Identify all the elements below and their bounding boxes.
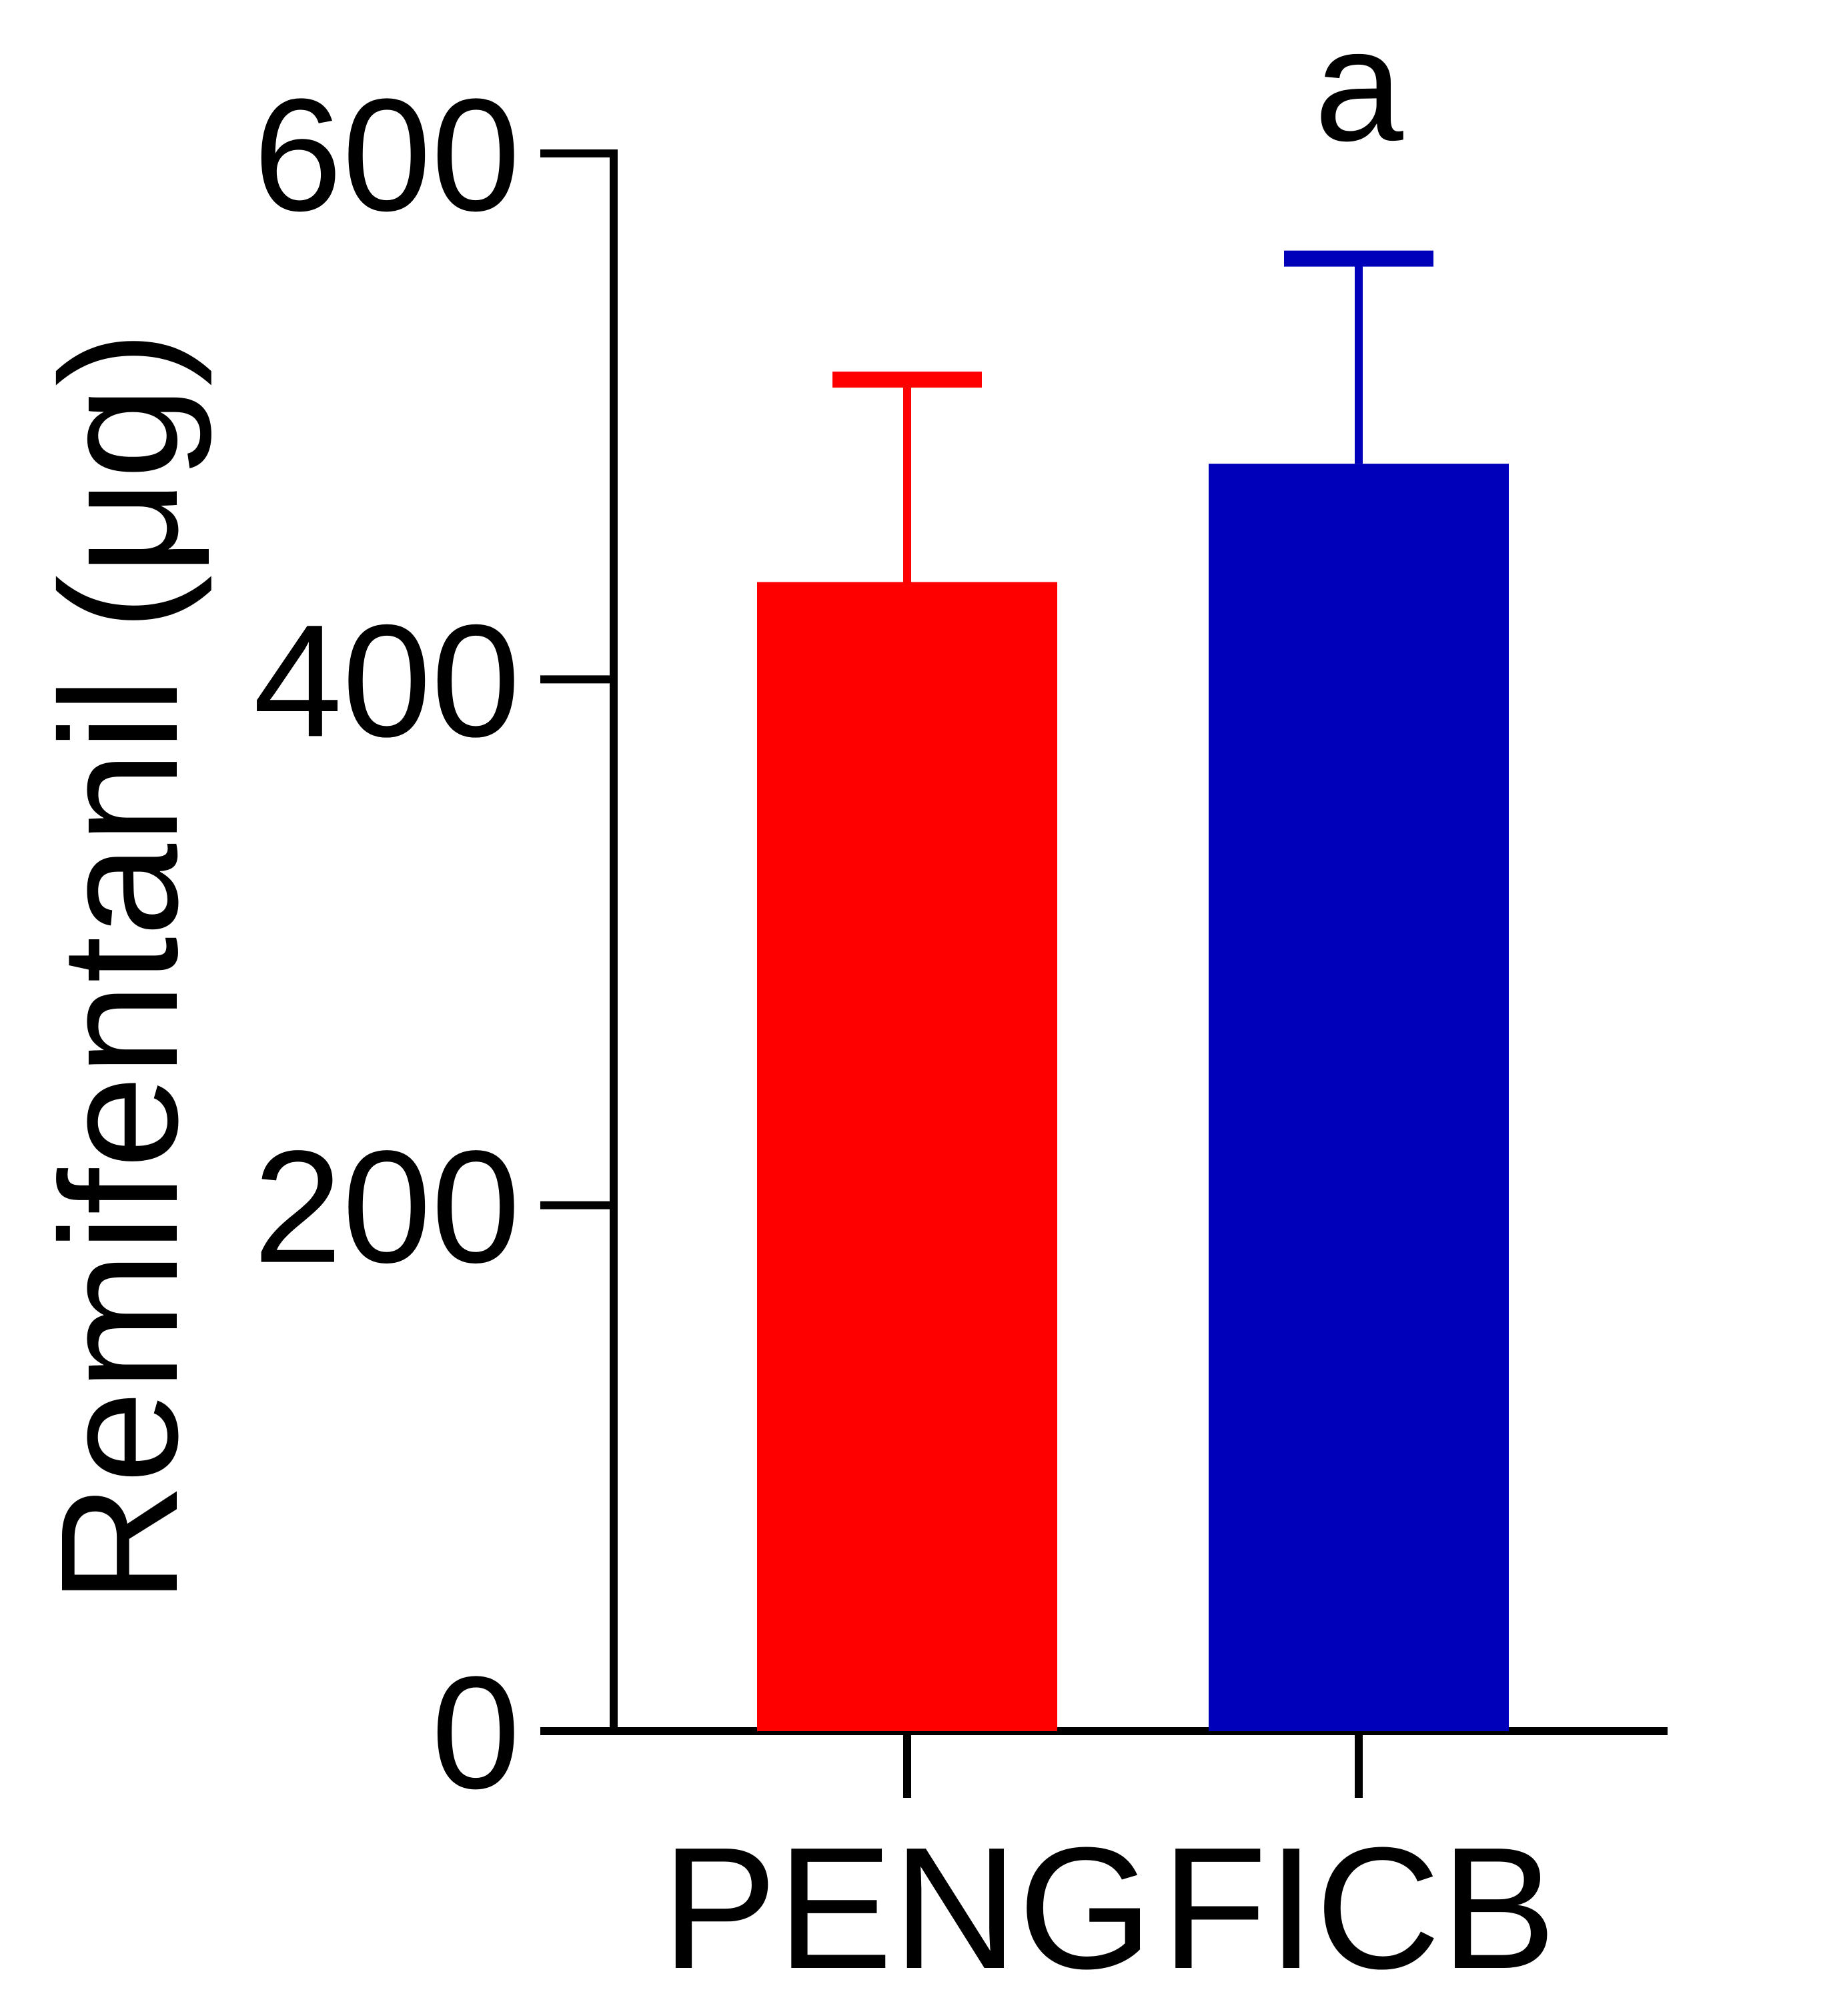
- bar-ficb: [1209, 464, 1509, 1731]
- y-tick-label: 0: [432, 1643, 520, 1822]
- y-axis-title: Remifentanil (μg): [26, 331, 212, 1604]
- y-tick-label: 400: [253, 591, 520, 770]
- x-tick-label-peng: PENG: [662, 1812, 1153, 2005]
- significance-annotation: a: [1314, 0, 1403, 174]
- bar-peng: [757, 582, 1057, 1731]
- bars: [757, 250, 1509, 1731]
- x-axis: PENG FICB: [540, 1727, 1668, 2005]
- annotations: a: [1314, 0, 1403, 174]
- y-axis: 0 200 400 600: [253, 65, 618, 1822]
- x-tick-label-ficb: FICB: [1161, 1812, 1556, 2005]
- y-tick-label: 200: [253, 1117, 520, 1296]
- y-tick-label: 600: [253, 65, 520, 244]
